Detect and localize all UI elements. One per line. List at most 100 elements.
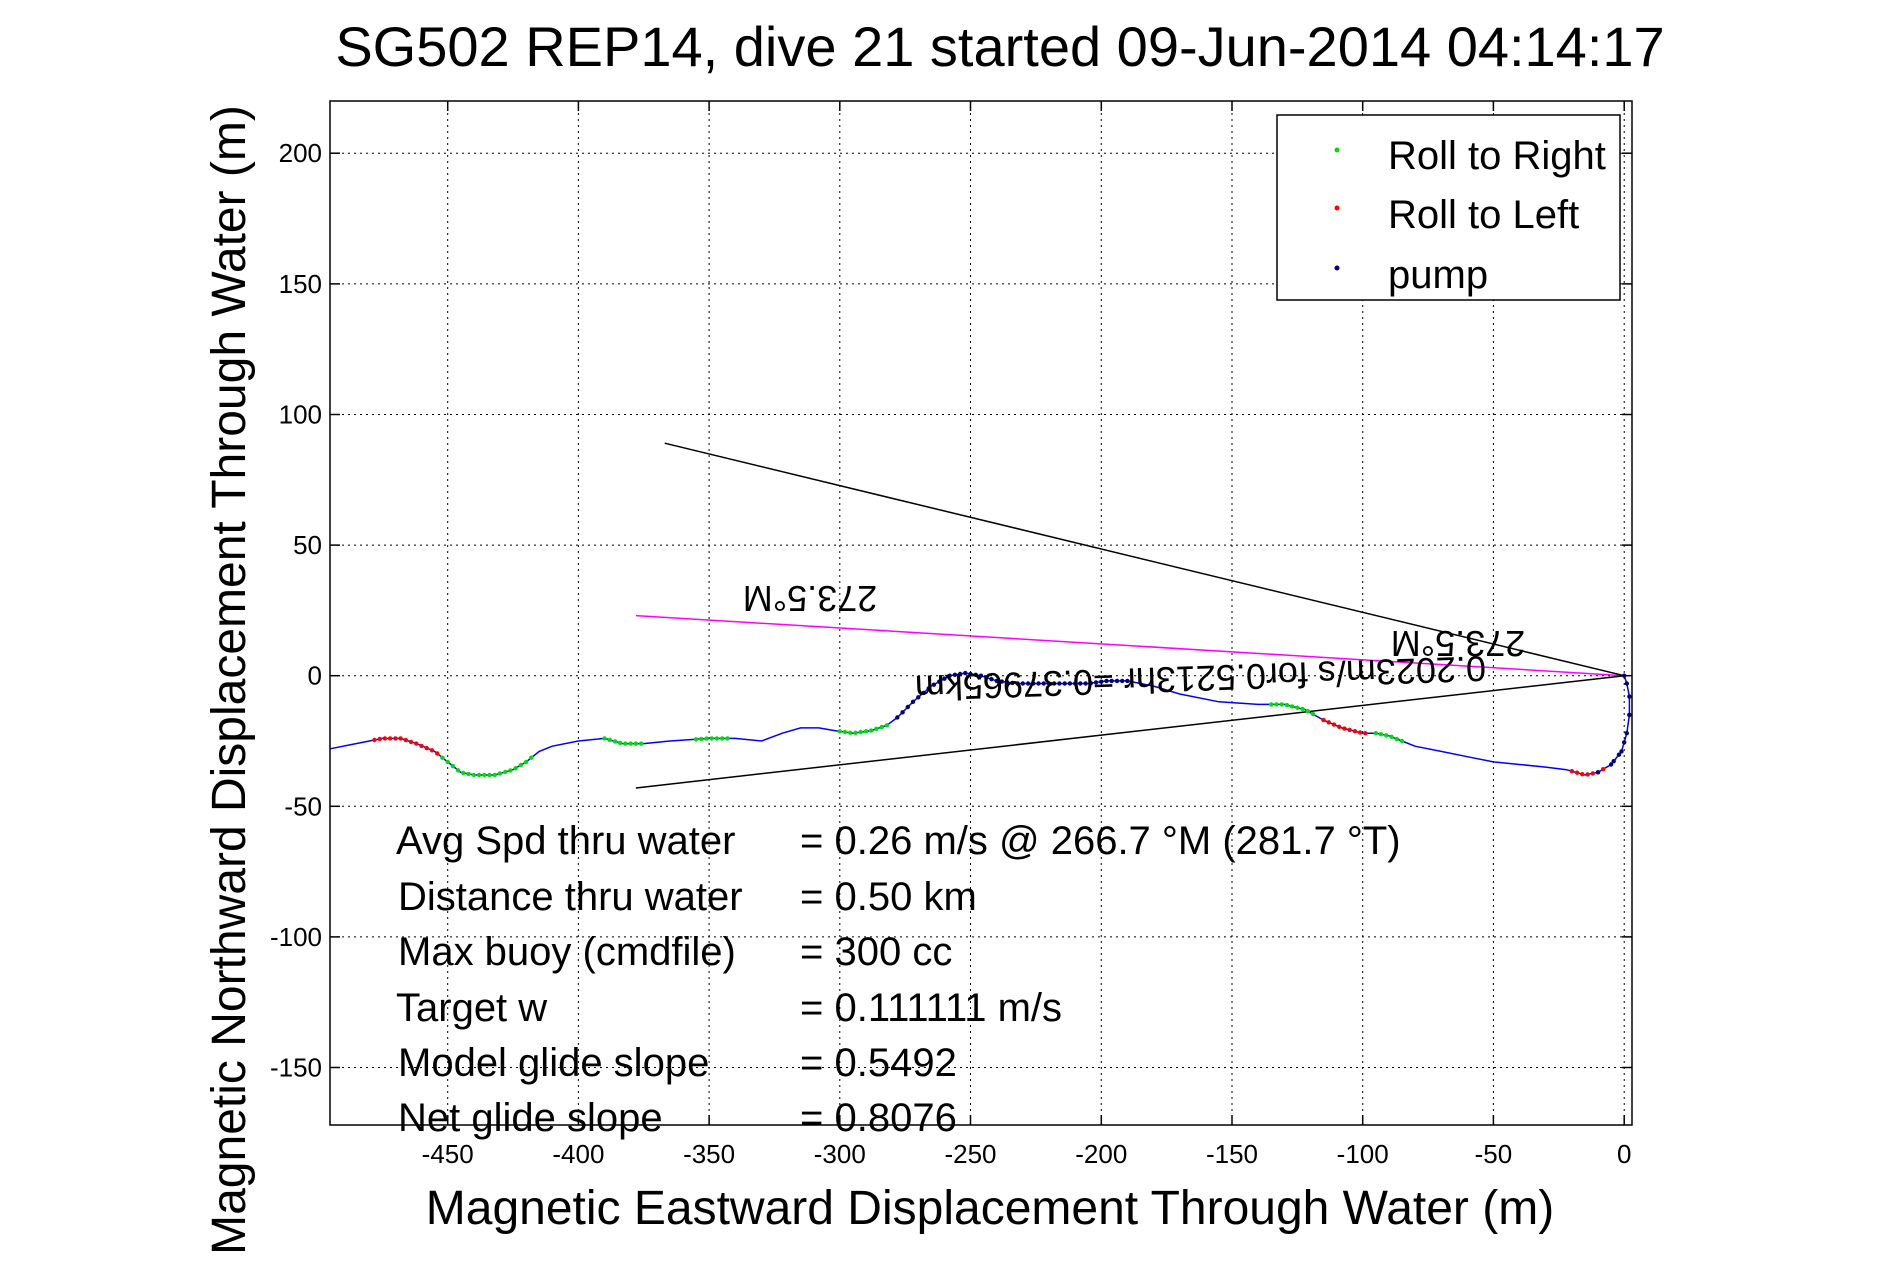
roll-to-right-point xyxy=(471,772,476,778)
y-axis-label: Magnetic Northward Displacement Through … xyxy=(203,105,256,1255)
pump-point xyxy=(1104,678,1109,684)
legend-box xyxy=(1276,114,1621,301)
x-axis-label: Magnetic Eastward Displacement Through W… xyxy=(426,1182,1554,1235)
plot-frame xyxy=(329,100,1633,1126)
pump-point xyxy=(1622,673,1627,678)
reference-line-0 xyxy=(635,614,1625,677)
pump-point xyxy=(989,677,994,682)
roll-to-right-point xyxy=(879,724,884,730)
stat-value: = 0.5492 xyxy=(800,1041,957,1085)
roll-to-right-point xyxy=(440,755,445,760)
roll-to-right-point xyxy=(628,741,633,746)
reference-line-1 xyxy=(664,442,1625,677)
roll-to-left-point xyxy=(429,748,435,753)
pump-point xyxy=(1083,681,1088,686)
roll-to-right-point xyxy=(725,736,730,741)
pump-point xyxy=(1062,681,1067,686)
roll-to-right-point xyxy=(1378,732,1384,737)
roll-to-right-point xyxy=(1399,738,1405,744)
roll-to-left-point xyxy=(1601,767,1606,772)
pump-point xyxy=(1041,681,1046,686)
pump-point xyxy=(1036,681,1041,686)
roll-to-right-point xyxy=(714,736,720,741)
grid-lines xyxy=(330,101,1632,1125)
pump-point xyxy=(1010,680,1015,686)
pump-point xyxy=(978,673,984,678)
roll-to-left-point xyxy=(1337,724,1342,729)
pump-point xyxy=(895,715,900,720)
roll-to-right-point xyxy=(709,736,714,741)
stat-value: = 0.26 m/s @ 266.7 °M (281.7 °T) xyxy=(800,819,1401,863)
roll-to-right-point xyxy=(693,737,699,742)
stat-label: Target w xyxy=(396,986,547,1030)
x-tick-label: -250 xyxy=(944,1139,996,1169)
roll-to-right-point xyxy=(699,736,704,742)
x-tick-label: -150 xyxy=(1206,1139,1258,1169)
reference-lines xyxy=(635,442,1625,789)
pump-point xyxy=(1067,681,1073,686)
stat-label: Avg Spd thru water xyxy=(396,819,735,863)
stat-value: = 0.111111 m/s xyxy=(800,986,1062,1030)
roll-to-right-point xyxy=(720,736,725,741)
x-tick-label: -400 xyxy=(552,1139,604,1169)
roll-to-right-point xyxy=(858,729,863,735)
roll-to-left-point xyxy=(1580,772,1585,777)
y-tick-label: 100 xyxy=(279,400,322,430)
roll-to-left-point xyxy=(408,739,414,745)
pump-point xyxy=(1622,740,1627,745)
pump-point xyxy=(1004,680,1010,685)
roll-to-right-point xyxy=(1373,731,1379,736)
x-tick-label: -200 xyxy=(1075,1139,1127,1169)
roll-to-right-point xyxy=(1279,702,1284,707)
roll-to-right-point xyxy=(869,728,874,733)
roll-to-right-point xyxy=(1384,733,1389,738)
pump-point xyxy=(1057,681,1062,686)
roll-to-left-point xyxy=(382,736,388,741)
pump-point xyxy=(952,672,958,677)
roll-to-right-point xyxy=(1305,708,1311,714)
roll-to-left-point xyxy=(372,737,377,743)
y-tick-label: 200 xyxy=(279,138,322,168)
stat-value: = 0.50 km xyxy=(800,875,977,919)
roll-to-left-point xyxy=(1326,720,1331,725)
pump-point xyxy=(1093,680,1099,685)
roll-to-right-point xyxy=(1394,736,1399,742)
pump-point xyxy=(1109,678,1114,684)
pump-point xyxy=(973,672,978,677)
roll-to-right-point xyxy=(602,736,607,741)
roll-to-right-point xyxy=(842,729,848,735)
pump-point xyxy=(984,675,989,680)
roll-to-left-point xyxy=(1569,769,1575,774)
stat-label: Model glide slope xyxy=(398,1041,709,1085)
pump-point xyxy=(1125,678,1130,684)
pump-point xyxy=(968,671,973,677)
pump-point xyxy=(1611,759,1616,764)
pump-point xyxy=(910,699,916,704)
roll-to-right-point xyxy=(848,730,853,735)
x-tick-label: -350 xyxy=(683,1139,735,1169)
legend: Roll to Right Roll to Left pump xyxy=(1276,114,1621,301)
roll-to-right-point xyxy=(445,759,450,765)
legend-marker-roll-right xyxy=(1334,147,1340,153)
x-tick-label: -50 xyxy=(1475,1139,1513,1169)
pump-point xyxy=(1046,681,1052,686)
roll-to-right-point xyxy=(874,726,879,731)
roll-to-left-point xyxy=(424,745,429,751)
roll-to-right-point xyxy=(523,759,529,765)
chart-title: SG502 REP14, dive 21 started 09-Jun-2014… xyxy=(335,15,1664,78)
roll-to-right-point xyxy=(529,755,534,760)
roll-to-left-point xyxy=(393,736,398,741)
annotation-heading-lower: 273.5°M xyxy=(1391,623,1525,664)
pump-point xyxy=(957,671,963,677)
x-tick-label: -450 xyxy=(422,1139,474,1169)
legend-label-pump: pump xyxy=(1388,253,1488,297)
pump-point xyxy=(942,676,947,681)
pump-point xyxy=(1025,681,1031,686)
pump-point xyxy=(921,690,926,696)
roll-to-right-point xyxy=(607,737,612,743)
roll-to-right-point xyxy=(1310,711,1316,717)
roll-to-right-point xyxy=(476,772,482,778)
roll-to-left-point xyxy=(1331,722,1337,727)
pump-point xyxy=(947,673,952,678)
roll-to-right-point xyxy=(1295,705,1300,710)
